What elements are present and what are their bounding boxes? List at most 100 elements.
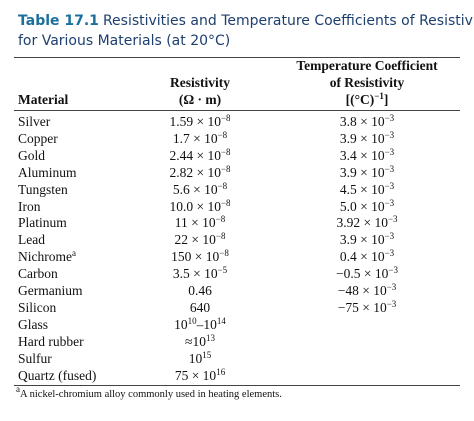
- footnote-text: A nickel-chromium alloy commonly used in…: [20, 389, 282, 400]
- text: 22 × 10: [174, 232, 216, 248]
- text: −48 × 10: [337, 283, 387, 298]
- value-cell: 22 × 10−8: [175, 232, 226, 248]
- superscript: −5: [217, 265, 228, 276]
- value-cell: 3.9 × 10−3: [340, 232, 394, 248]
- superscript: −1: [374, 91, 384, 101]
- title-line: for Various Materials (at 20°C): [18, 33, 230, 49]
- superscript: −3: [384, 129, 395, 140]
- superscript: −3: [384, 163, 395, 174]
- text: Aluminum: [18, 164, 77, 180]
- superscript: −8: [217, 180, 228, 191]
- text: [(°C): [345, 92, 375, 107]
- superscript: −3: [386, 282, 397, 292]
- superscript: −8: [220, 197, 231, 208]
- value-cell: 640: [190, 300, 210, 316]
- text: Hard rubber: [18, 333, 84, 349]
- rule: [14, 110, 460, 111]
- material: Germanium: [18, 283, 82, 299]
- footnote-mark: a: [16, 384, 20, 394]
- header-cell: (Ω · m): [179, 92, 221, 108]
- text: Glass: [18, 316, 48, 332]
- text: 0.46: [188, 283, 212, 298]
- text: Silver: [18, 114, 51, 129]
- text: –10: [196, 316, 217, 332]
- text: 1.7 × 10: [172, 130, 218, 146]
- material: Gold: [18, 148, 45, 164]
- text: 1.59 × 10: [169, 114, 221, 129]
- text: 150 × 10: [171, 249, 220, 265]
- header-cell: Resistivity: [170, 75, 230, 91]
- text: Copper: [18, 130, 58, 146]
- title-text: Resistivities and Temperature Coefficien…: [102, 13, 474, 29]
- superscript: 14: [216, 315, 226, 326]
- value-cell: −75 × 10−3: [337, 299, 397, 316]
- value-cell: 3.8 × 10−3: [340, 114, 394, 130]
- superscript: −8: [215, 231, 226, 242]
- text: Tungsten: [18, 181, 68, 197]
- value-cell: 3.92 × 10−3: [336, 215, 397, 231]
- material: Nichromea: [18, 249, 76, 265]
- text: Silicon: [18, 299, 57, 315]
- text: −75 × 10: [337, 299, 387, 315]
- header-cell: Temperature Coefficient: [296, 58, 437, 74]
- value-cell: 3.4 × 10−3: [339, 146, 395, 164]
- text: 640: [189, 299, 211, 315]
- superscript: −8: [220, 113, 231, 123]
- value-cell: −48 × 10−3: [338, 283, 397, 299]
- value-cell: 0.4 × 10−3: [340, 249, 394, 265]
- superscript: −3: [384, 146, 395, 157]
- material: Carbon: [18, 266, 58, 282]
- text: 5.6 × 10: [172, 181, 218, 197]
- text: (Ω · m): [178, 92, 222, 107]
- text: Iron: [18, 198, 41, 214]
- text: ]: [383, 92, 389, 107]
- superscript: a: [71, 248, 76, 259]
- text: Lead: [18, 232, 45, 248]
- value-cell: ≈1013: [185, 332, 215, 350]
- header-cell: [(°C)−1]: [346, 92, 389, 108]
- material: Silver: [18, 114, 50, 130]
- text: 4.5 × 10: [339, 181, 385, 197]
- table-label: Table 17.1: [18, 13, 99, 29]
- material: Aluminum: [18, 165, 77, 181]
- text: 3.5 × 10: [172, 266, 218, 282]
- text: 2.82 × 10: [169, 164, 221, 180]
- text: Gold: [18, 147, 45, 163]
- value-cell: 2.44 × 10−8: [169, 147, 230, 164]
- title-line: Table 17.1 Resistivities and Temperature …: [18, 13, 474, 29]
- text: Quartz (fused): [18, 367, 97, 383]
- superscript: −3: [388, 265, 398, 276]
- text: 3.4 × 10: [339, 147, 385, 163]
- superscript: −3: [384, 248, 395, 259]
- rule: [14, 57, 460, 58]
- material: Silicon: [18, 300, 56, 316]
- value-cell: 75 × 1016: [174, 367, 225, 384]
- value-cell: 150 × 10−8: [171, 249, 229, 265]
- superscript: −3: [387, 214, 398, 225]
- value-cell: 3.9 × 10−3: [340, 129, 395, 147]
- superscript: −8: [220, 163, 231, 174]
- text: 75 × 10: [174, 367, 217, 383]
- value-cell: 5.6 × 10−8: [172, 180, 228, 198]
- material: Sulfur: [18, 351, 52, 367]
- text: 5.0 × 10: [339, 198, 385, 214]
- text: Nichrome: [18, 249, 72, 265]
- material: Lead: [18, 232, 45, 248]
- text: Carbon: [18, 266, 58, 282]
- header-cell: Material: [18, 92, 68, 108]
- superscript: 10: [187, 315, 197, 326]
- text: 10: [188, 350, 203, 366]
- superscript: −3: [384, 231, 395, 242]
- value-cell: 4.5 × 10−3: [339, 180, 395, 198]
- value-cell: −0.5 × 10−3: [336, 266, 398, 282]
- superscript: 13: [205, 332, 215, 343]
- text: 3.9 × 10: [339, 232, 385, 248]
- value-cell: 11 × 10−8: [175, 215, 225, 231]
- superscript: −3: [384, 180, 395, 191]
- material: Iron: [18, 199, 41, 215]
- value-cell: 1015: [188, 350, 212, 367]
- text: 3.8 × 10: [339, 114, 385, 129]
- value-cell: 1.7 × 10−8: [172, 130, 227, 147]
- material: Quartz (fused): [18, 368, 96, 384]
